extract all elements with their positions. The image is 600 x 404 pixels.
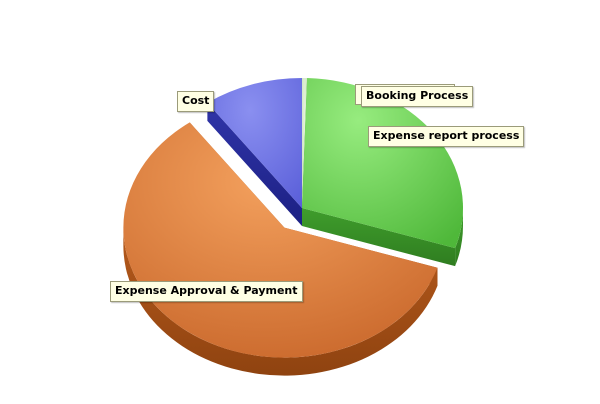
pie-label-expense-report-process: Expense report process bbox=[368, 126, 525, 147]
pie-slice-wall-cost bbox=[207, 102, 302, 226]
pie-slice-side-expense-report-process bbox=[455, 208, 463, 267]
pie-slice-cost bbox=[207, 78, 302, 208]
pie-label-expense-approval-payment: Expense Approval & Payment bbox=[110, 281, 303, 302]
pie-slice-booking-process bbox=[302, 77, 308, 208]
pie-slice-expense-report-process bbox=[302, 78, 464, 249]
pie-slice-wall-expense-report-process bbox=[302, 208, 456, 267]
pie-label-cost: Cost bbox=[177, 91, 215, 112]
pie-label-booking-process: Booking Process bbox=[361, 86, 474, 107]
